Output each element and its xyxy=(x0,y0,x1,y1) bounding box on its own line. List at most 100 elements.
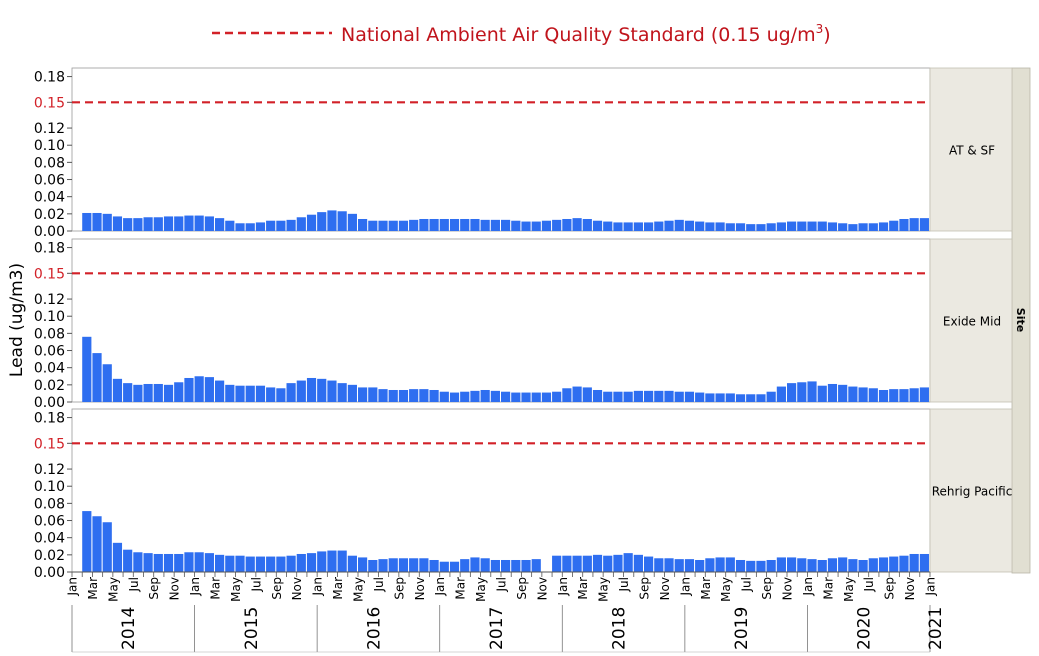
bar xyxy=(398,558,409,572)
bar xyxy=(368,559,378,572)
x-year-label: 2016 xyxy=(364,607,384,650)
bar xyxy=(603,555,613,572)
bar xyxy=(174,553,184,572)
x-month-label: Jul xyxy=(862,577,876,592)
bar xyxy=(695,392,705,402)
bar xyxy=(531,221,541,231)
bar xyxy=(92,516,102,572)
bar xyxy=(735,394,746,402)
bar xyxy=(858,387,868,402)
x-year-label: 2015 xyxy=(242,607,262,650)
bar xyxy=(245,385,255,402)
x-month-label: Jul xyxy=(127,577,141,592)
bar xyxy=(112,378,123,402)
y-tick-label: 0.12 xyxy=(34,462,65,478)
y-axis-title: Lead (ug/m3) xyxy=(7,263,27,377)
x-month-label: Jul xyxy=(617,577,631,592)
site-group-label: Site xyxy=(1014,308,1027,332)
bar xyxy=(674,559,684,572)
bar xyxy=(317,378,327,402)
bar xyxy=(684,559,695,572)
bar xyxy=(439,391,449,402)
bar xyxy=(347,555,357,572)
bar xyxy=(735,223,746,231)
bar xyxy=(919,553,929,572)
x-month-label: Jan xyxy=(678,577,692,597)
bar xyxy=(592,554,603,572)
bar xyxy=(409,219,419,231)
bar xyxy=(868,223,878,231)
bar xyxy=(705,222,715,231)
bar xyxy=(133,218,143,231)
bar xyxy=(817,559,827,572)
bar xyxy=(82,212,92,231)
y-tick-label: 0.08 xyxy=(34,326,65,342)
x-month-label: Mar xyxy=(821,577,835,600)
bar xyxy=(306,553,317,572)
bar xyxy=(194,215,204,231)
bar xyxy=(787,221,797,231)
x-month-label-end: Jan xyxy=(924,577,938,597)
bar xyxy=(766,391,776,402)
bar xyxy=(797,221,807,231)
bar xyxy=(317,212,327,231)
x-month-label: Jan xyxy=(188,577,202,597)
legend-label-sup: 3 xyxy=(816,22,824,36)
y-tick-label: 0.10 xyxy=(34,479,65,495)
y-tick-label: 0.02 xyxy=(34,378,65,394)
bar xyxy=(470,218,480,231)
x-month-label: May xyxy=(474,577,488,602)
bar xyxy=(572,218,582,231)
bar xyxy=(317,551,327,572)
bar xyxy=(878,389,889,402)
x-month-label: Jan xyxy=(801,577,815,597)
bar xyxy=(766,559,776,572)
y-tick-label: 0.08 xyxy=(34,496,65,512)
bar xyxy=(674,391,684,402)
bar xyxy=(184,552,194,572)
x-year-label: 2014 xyxy=(119,607,139,650)
y-tick-label: 0.02 xyxy=(34,548,65,564)
x-month-label: Nov xyxy=(413,577,427,600)
x-year-label: 2017 xyxy=(487,607,507,650)
bar xyxy=(827,383,838,402)
x-month-label: Sep xyxy=(147,577,161,600)
panel-at-sf: 0.000.020.040.06 0.080.100.12 0.15 0.18 AT &… xyxy=(34,67,1013,240)
legend: National Ambient Air Quality Standard (0… xyxy=(212,22,831,46)
bar xyxy=(184,377,194,402)
bar xyxy=(194,376,204,402)
bar xyxy=(654,558,664,572)
bar xyxy=(480,219,490,231)
x-month-label: Jan xyxy=(556,577,570,597)
bar xyxy=(388,558,398,572)
bar xyxy=(255,556,266,572)
bar xyxy=(868,388,878,402)
x-month-label: Nov xyxy=(903,577,917,600)
bar xyxy=(674,219,684,231)
bar xyxy=(756,560,766,572)
x-month-label: Jul xyxy=(740,577,754,592)
bar xyxy=(163,216,174,231)
bar xyxy=(460,391,470,402)
y-tick-label: 0.04 xyxy=(34,361,65,377)
bar xyxy=(889,389,899,402)
bar xyxy=(470,390,480,402)
bar xyxy=(592,389,603,402)
bar xyxy=(245,223,255,231)
bar xyxy=(490,390,500,402)
bar xyxy=(654,221,664,231)
bar xyxy=(746,560,756,572)
bar xyxy=(449,561,460,572)
bars-at-sf xyxy=(82,210,940,231)
bar xyxy=(419,218,429,231)
bar xyxy=(501,391,511,402)
bar xyxy=(511,220,521,231)
bar xyxy=(306,377,317,402)
bar xyxy=(143,553,153,572)
bar xyxy=(858,559,868,572)
bar xyxy=(664,220,674,231)
x-month-label: May xyxy=(597,577,611,602)
bar xyxy=(255,385,266,402)
x-month-label: Sep xyxy=(392,577,406,600)
